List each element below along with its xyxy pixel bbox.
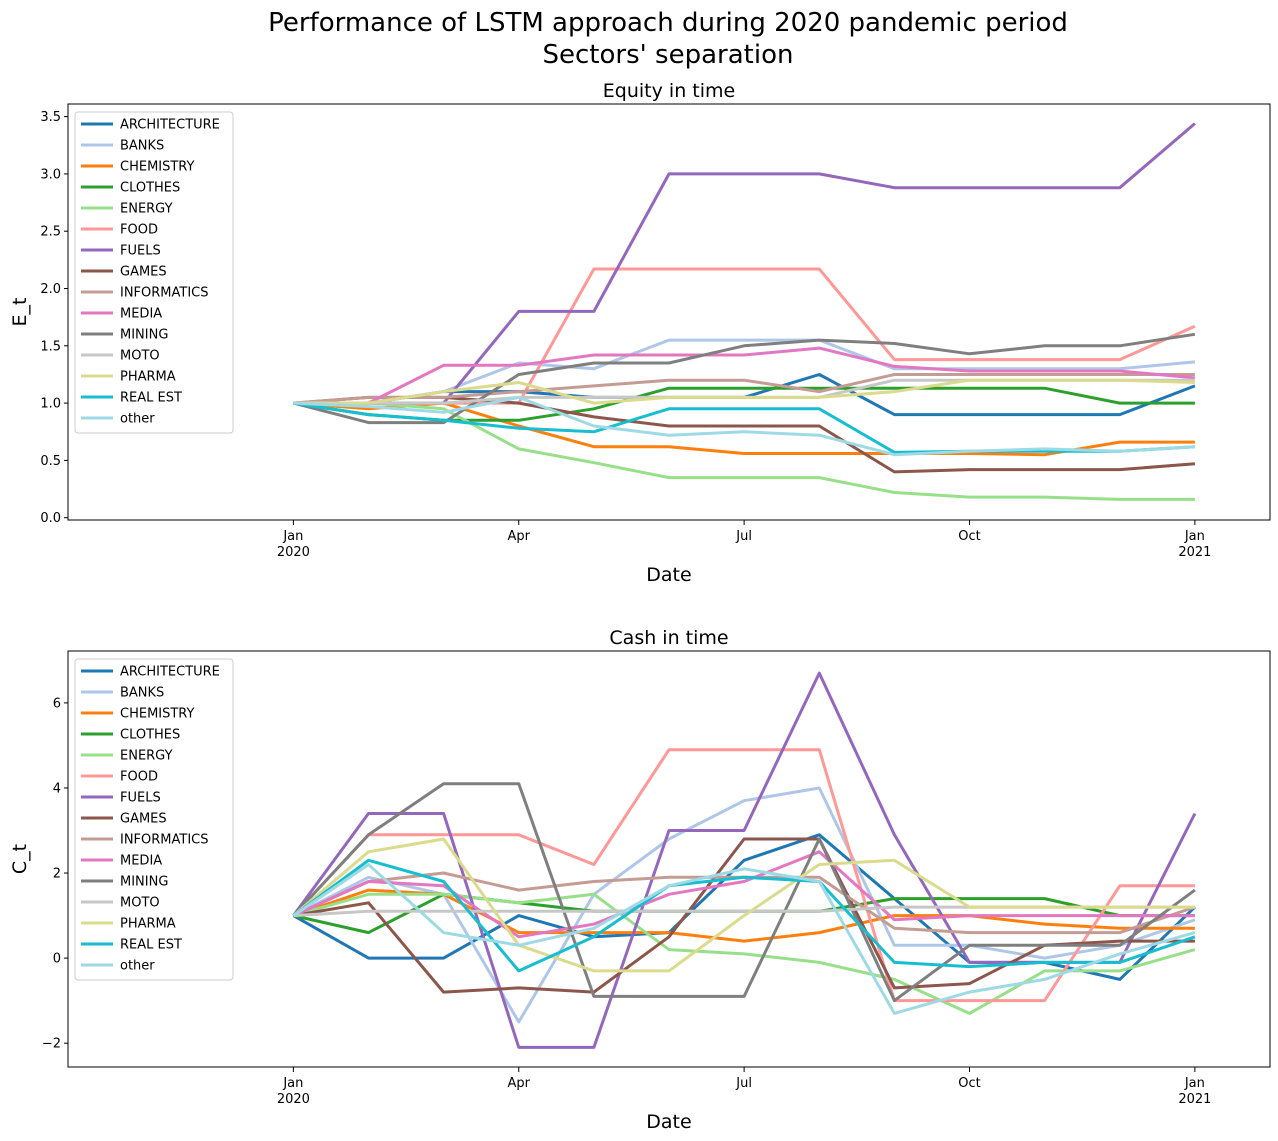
- legend-label: GAMES: [120, 265, 167, 280]
- legend-label: FOOD: [120, 770, 158, 785]
- legend: ARCHITECTURE BANKS CHEMISTRY CLOTHES ENERGY F…: [74, 658, 234, 981]
- x-tick-label: Apr: [508, 529, 531, 544]
- y-tick-label: −2: [42, 1037, 61, 1052]
- y-tick-label: 2.5: [40, 225, 61, 240]
- legend-label: REAL EST: [120, 391, 182, 406]
- series-line: [292, 748, 1195, 1003]
- y-tick-label: 4: [53, 781, 61, 796]
- y-tick-label: 0: [53, 952, 61, 967]
- y-tick-label: 2.0: [40, 282, 61, 297]
- legend-label: MEDIA: [120, 854, 162, 869]
- x-tick-label: Jan 2020: [277, 1076, 310, 1107]
- axes-frame: [67, 650, 1271, 1068]
- series-line: [292, 837, 1195, 973]
- y-tick-label: 6: [53, 696, 61, 711]
- legend-label: PHARMA: [120, 370, 176, 385]
- legend-label: REAL EST: [120, 938, 182, 953]
- legend-label: other: [120, 412, 155, 427]
- legend-label: GAMES: [120, 812, 167, 827]
- legend-label: CLOTHES: [120, 181, 180, 196]
- legend-label: MINING: [120, 875, 168, 890]
- x-tick-label: Jul: [735, 529, 752, 544]
- legend-label: MOTO: [120, 349, 160, 364]
- x-tick-label: Jan 2021: [1178, 529, 1211, 560]
- y-tick-label: 1.5: [40, 339, 61, 354]
- series-line: [292, 782, 1196, 1003]
- series-line: [292, 850, 1195, 939]
- x-tick-label: Jan 2020: [277, 529, 310, 560]
- legend-label: BANKS: [120, 139, 164, 154]
- series-line: [293, 373, 1195, 405]
- legend-label: FUELS: [120, 791, 161, 806]
- x-axis-label: Date: [646, 564, 691, 586]
- legend-label: BANKS: [120, 686, 164, 701]
- series-line: [292, 786, 1196, 1024]
- legend-label: ARCHITECTURE: [120, 118, 220, 133]
- series-line: [293, 346, 1196, 405]
- y-axis-label: E_t: [9, 298, 31, 327]
- legend-label: PHARMA: [120, 917, 176, 932]
- legend-label: CHEMISTRY: [120, 160, 195, 175]
- series-line: [293, 395, 1195, 457]
- series-line: [292, 892, 1196, 1015]
- suptitle: Performance of LSTM approach during 2020…: [268, 8, 1068, 38]
- axes-frame: [67, 103, 1271, 521]
- series-line: [293, 401, 1195, 454]
- x-tick-label: Jan 2021: [1178, 1076, 1211, 1107]
- series-line: [293, 332, 1196, 425]
- x-tick-label: Jul: [735, 1076, 752, 1091]
- legend-label: CHEMISTRY: [120, 707, 195, 722]
- axes-title: Equity in time: [603, 80, 735, 102]
- legend-label: FUELS: [120, 244, 161, 259]
- y-tick-label: 0.5: [40, 454, 61, 469]
- y-tick-label: 0.0: [40, 511, 61, 526]
- x-tick-label: Oct: [958, 529, 980, 544]
- legend-label: ARCHITECTURE: [120, 665, 220, 680]
- legend-label: ENERGY: [120, 749, 173, 764]
- suptitle: Sectors' separation: [543, 40, 794, 70]
- legend-frame: [74, 658, 234, 981]
- legend-label: FOOD: [120, 223, 158, 238]
- legend-frame: [74, 111, 234, 434]
- series-line: [292, 863, 1196, 1015]
- series-line: [293, 401, 1195, 501]
- legend-label: other: [120, 959, 155, 974]
- y-tick-label: 2: [53, 867, 61, 882]
- legend-label: MINING: [120, 328, 168, 343]
- legend-label: INFORMATICS: [120, 833, 209, 848]
- y-tick-label: 1.0: [40, 397, 61, 412]
- series-line: [293, 892, 1195, 935]
- x-tick-label: Apr: [508, 1076, 531, 1091]
- legend-label: INFORMATICS: [120, 286, 209, 301]
- legend-label: ENERGY: [120, 202, 173, 217]
- x-axis-label: Date: [646, 1111, 691, 1133]
- legend-label: CLOTHES: [120, 728, 180, 743]
- y-axis-label: C_t: [9, 844, 31, 874]
- series-line: [293, 267, 1196, 405]
- legend: ARCHITECTURE BANKS CHEMISTRY CLOTHES ENERGY F…: [74, 111, 234, 434]
- legend-label: MEDIA: [120, 307, 162, 322]
- series-line: [293, 122, 1196, 405]
- y-tick-label: 3.0: [40, 167, 61, 182]
- x-tick-label: Oct: [958, 1076, 980, 1091]
- series-line: [292, 858, 1196, 973]
- series-line: [293, 378, 1195, 405]
- axes-title: Cash in time: [609, 627, 728, 649]
- legend-label: MOTO: [120, 896, 160, 911]
- y-tick-label: 3.5: [40, 110, 61, 125]
